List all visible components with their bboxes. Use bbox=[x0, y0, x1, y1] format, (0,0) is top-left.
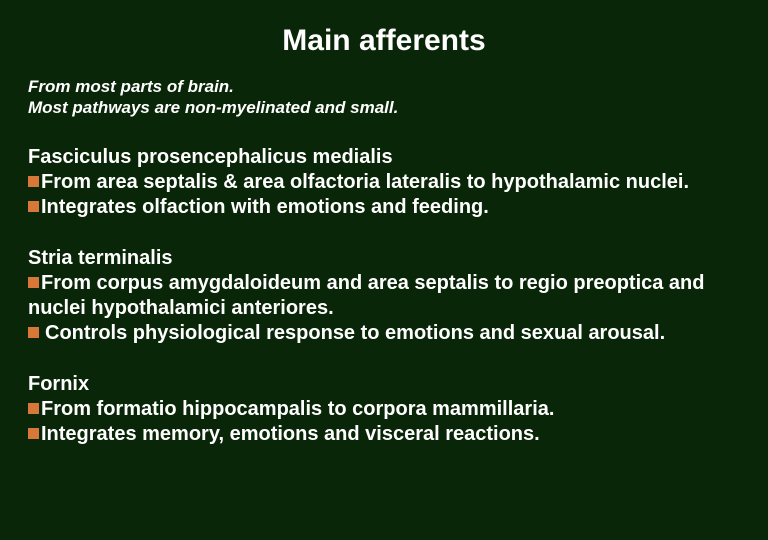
bullet-text: From formatio hippocampalis to corpora m… bbox=[41, 398, 554, 420]
bullet-line: From formatio hippocampalis to corpora m… bbox=[28, 397, 740, 422]
bullet-text: From corpus amygdaloideum and area septa… bbox=[28, 272, 705, 319]
bullet-text: Integrates memory, emotions and visceral… bbox=[41, 423, 540, 445]
section: FornixFrom formatio hippocampalis to cor… bbox=[28, 372, 740, 447]
slide-title: Main afferents bbox=[28, 24, 740, 58]
bullet-line: Integrates memory, emotions and visceral… bbox=[28, 422, 740, 447]
square-bullet-icon bbox=[28, 327, 39, 338]
intro-line: Most pathways are non-myelinated and sma… bbox=[28, 97, 740, 118]
square-bullet-icon bbox=[28, 176, 39, 187]
bullet-line: From area septalis & area olfactoria lat… bbox=[28, 170, 740, 195]
slide-container: Main afferents From most parts of brain.… bbox=[0, 0, 768, 493]
section-heading: Fornix bbox=[28, 372, 740, 397]
sections-container: Fasciculus prosencephalicus medialisFrom… bbox=[28, 145, 740, 447]
square-bullet-icon bbox=[28, 201, 39, 212]
section-heading: Fasciculus prosencephalicus medialis bbox=[28, 145, 740, 170]
bullet-line: From corpus amygdaloideum and area septa… bbox=[28, 271, 740, 321]
section: Fasciculus prosencephalicus medialisFrom… bbox=[28, 145, 740, 220]
intro-line: From most parts of brain. bbox=[28, 76, 740, 97]
section: Stria terminalisFrom corpus amygdaloideu… bbox=[28, 246, 740, 346]
bullet-text: Integrates olfaction with emotions and f… bbox=[41, 196, 489, 218]
section-heading: Stria terminalis bbox=[28, 246, 740, 271]
bullet-line: Integrates olfaction with emotions and f… bbox=[28, 195, 740, 220]
square-bullet-icon bbox=[28, 428, 39, 439]
bullet-text: Controls physiological response to emoti… bbox=[45, 322, 665, 344]
bullet-text: From area septalis & area olfactoria lat… bbox=[41, 171, 689, 193]
intro-text: From most parts of brain. Most pathways … bbox=[28, 76, 740, 119]
square-bullet-icon bbox=[28, 277, 39, 288]
square-bullet-icon bbox=[28, 403, 39, 414]
bullet-line: Controls physiological response to emoti… bbox=[28, 321, 740, 346]
